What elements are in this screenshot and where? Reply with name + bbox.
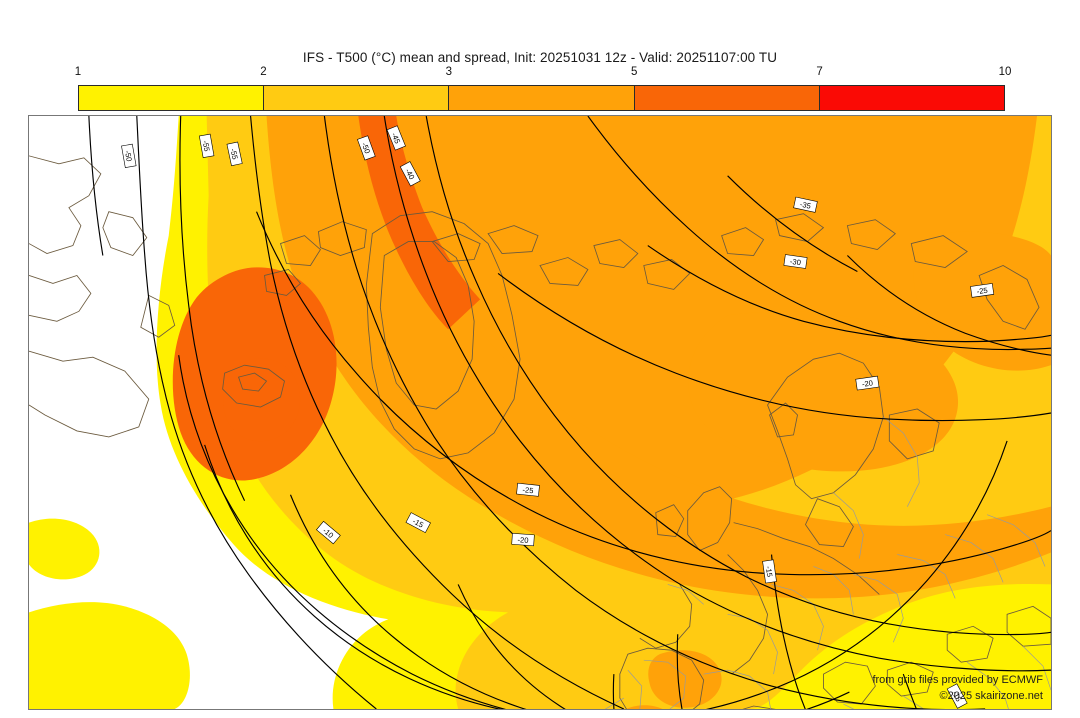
map-canvas[interactable]: -55 -50 -45 -40 [29, 116, 1051, 709]
svg-text:-30: -30 [789, 257, 801, 267]
colorbar-tick-10: 10 [998, 66, 1012, 78]
colorbar [78, 85, 1005, 111]
svg-text:-55: -55 [201, 140, 212, 152]
svg-text:-25: -25 [522, 485, 534, 495]
colorbar-tick-5: 5 [630, 66, 638, 78]
spread-band-5-7-arctic [358, 116, 481, 330]
spread-lobe-southwest [29, 602, 190, 709]
spread-lobe-west-small [29, 518, 100, 580]
colorbar-tick-2: 2 [260, 66, 267, 78]
svg-text:-20: -20 [517, 535, 529, 545]
colorbar-segment-7-10 [819, 86, 1005, 110]
map-frame[interactable]: -55 -50 -45 -40 [28, 115, 1052, 710]
svg-text:-50: -50 [360, 141, 372, 154]
colorbar-tick-3: 3 [445, 66, 452, 78]
spread-blob-scandinavia [688, 311, 959, 472]
spread-tongue-atlantic [296, 185, 1051, 599]
colorbar-segment-3-5 [449, 86, 635, 110]
svg-text:-15: -15 [764, 565, 774, 577]
political-borders [604, 416, 1051, 709]
colorbar-segment-2-3 [264, 86, 450, 110]
colorbar-segment-5-7 [634, 86, 820, 110]
svg-text:-45: -45 [390, 131, 402, 145]
contour-label-group: -55 -50 -45 -40 [121, 125, 995, 709]
spread-band-5-7-greenland [223, 358, 301, 442]
svg-text:-50: -50 [123, 150, 134, 162]
isotherm-contours [88, 116, 1051, 709]
colorbar-segment-1-2 [79, 86, 265, 110]
colorbar-tick-labels: 1 2 3 5 7 10 [74, 66, 1012, 82]
coastlines [29, 155, 1051, 709]
spread-patch-central-europe [648, 650, 722, 708]
svg-text:-25: -25 [976, 286, 988, 296]
spread-patch-iberia [626, 705, 663, 709]
colorbar-tick-7: 7 [816, 66, 823, 78]
svg-text:-35: -35 [799, 200, 812, 211]
colorbar-tick-1: 1 [74, 66, 82, 78]
colorbar-segments [78, 85, 1005, 111]
svg-text:-55: -55 [229, 148, 240, 161]
spread-blob-northeast [913, 231, 1051, 371]
page-title: IFS - T500 (°C) mean and spread, Init: 2… [302, 50, 778, 65]
svg-text:-20: -20 [861, 378, 873, 388]
